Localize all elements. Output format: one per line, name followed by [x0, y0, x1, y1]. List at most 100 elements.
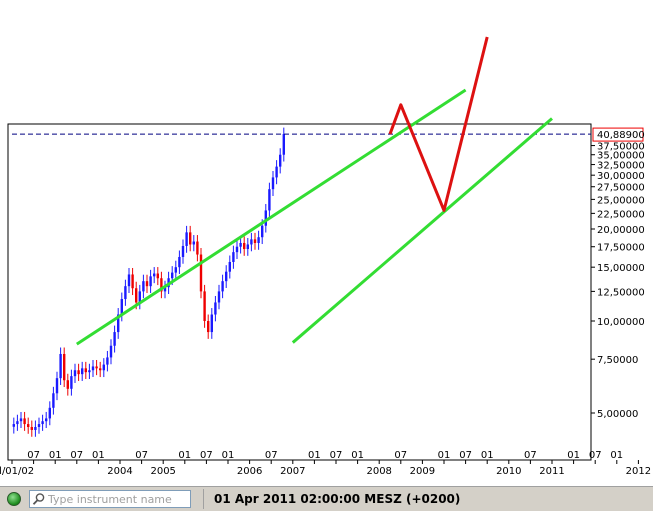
candle	[196, 235, 199, 262]
candle	[63, 347, 66, 388]
candle	[55, 371, 59, 401]
candle	[214, 295, 217, 322]
candle	[257, 230, 260, 250]
candle	[12, 417, 15, 434]
instrument-search-input[interactable]	[46, 492, 190, 506]
x-tick-label: 2004	[107, 466, 132, 477]
y-tick-label: 12,50000	[597, 287, 645, 298]
candle	[27, 417, 30, 434]
x-tick-label: 01	[222, 450, 235, 461]
price-chart[interactable]: 37,5000035,0000032,5000030,0000027,50000…	[0, 0, 653, 486]
candle	[106, 350, 109, 372]
x-tick-label: 07	[589, 450, 602, 461]
x-tick-label: 2009	[410, 466, 435, 477]
x-tick-label: 2008	[366, 466, 391, 477]
x-tick-label: 01	[610, 450, 623, 461]
x-tick-label: 2006	[237, 466, 262, 477]
status-bar: 01 Apr 2011 02:00:00 MESZ (+0200)	[0, 486, 653, 511]
x-tick-label: 07	[524, 450, 537, 461]
candle	[210, 308, 213, 339]
candle	[142, 274, 145, 299]
candle	[163, 280, 167, 299]
candle	[217, 284, 221, 310]
y-tick-label: 10,00000	[597, 317, 645, 328]
connection-status-icon[interactable]	[7, 492, 21, 506]
y-tick-label: 30,00000	[597, 171, 645, 182]
candle	[243, 236, 246, 256]
candle	[185, 225, 188, 253]
x-tick-label: 01	[49, 450, 62, 461]
candle	[181, 239, 185, 264]
candle	[178, 250, 181, 274]
y-tick-label: 7,50000	[597, 355, 638, 366]
x-tick-label: 01	[481, 450, 494, 461]
candle	[264, 203, 267, 233]
candle	[228, 255, 231, 279]
candle	[77, 363, 80, 381]
y-tick-label: 17,50000	[597, 243, 645, 254]
y-tick-label: 22,50000	[597, 209, 645, 220]
y-tick-label: 27,50000	[597, 183, 645, 194]
candle	[279, 148, 282, 174]
candle	[66, 373, 69, 396]
x-tick-label: 2007	[280, 466, 305, 477]
x-tick-label: 01	[92, 450, 105, 461]
candle	[70, 369, 73, 396]
statusbar-separator	[203, 489, 204, 509]
x-tick-label: 2012	[626, 466, 651, 477]
candle	[99, 361, 102, 378]
candle	[192, 235, 195, 252]
plot-frame	[7, 123, 592, 461]
x-tick-label: 01	[351, 450, 364, 461]
candle	[37, 417, 41, 434]
candle	[275, 160, 278, 185]
y-tick-label: 5,00000	[597, 409, 638, 420]
y-tick-label: 15,00000	[597, 263, 645, 274]
candle	[145, 274, 149, 293]
candle	[95, 359, 98, 376]
x-tick-label: 2010	[496, 466, 521, 477]
y-tick-label: 35,00000	[597, 151, 645, 162]
x-tick-label: Jul/01/02	[0, 466, 34, 477]
candle	[124, 279, 127, 306]
instrument-search[interactable]	[29, 490, 191, 508]
candle	[282, 127, 285, 162]
current-price-badge: 40,88900	[592, 127, 645, 142]
candle	[91, 359, 95, 378]
current-price-label: 40,88900	[597, 130, 645, 141]
upper-channel-line[interactable]	[75, 88, 467, 346]
candle	[203, 284, 206, 328]
candle	[81, 361, 84, 381]
candle	[253, 232, 257, 250]
candle	[109, 339, 113, 365]
candle	[153, 267, 156, 284]
x-tick-label: 01	[178, 450, 191, 461]
lower-channel-line[interactable]	[291, 117, 553, 344]
projection-line[interactable]	[388, 36, 489, 212]
candle	[199, 248, 203, 299]
candle	[113, 325, 116, 353]
candle	[23, 411, 26, 431]
x-tick-label: 07	[135, 450, 148, 461]
x-tick-label: 07	[200, 450, 213, 461]
candle	[120, 292, 123, 322]
x-tick-label: 2005	[150, 466, 175, 477]
x-tick-label: 07	[27, 450, 40, 461]
candle	[102, 358, 105, 378]
candle	[127, 267, 131, 293]
candle	[138, 284, 141, 310]
y-tick-label: 32,50000	[597, 161, 645, 172]
candle	[156, 267, 159, 286]
candle	[189, 225, 192, 252]
y-tick-label: 37,50000	[597, 142, 645, 153]
candle	[207, 314, 210, 339]
candle	[239, 236, 242, 254]
candle	[88, 363, 91, 379]
candle	[34, 420, 37, 437]
status-datetime: 01 Apr 2011 02:00:00 MESZ (+0200)	[214, 492, 461, 506]
candle	[235, 240, 239, 259]
x-tick-label: 07	[330, 450, 343, 461]
x-tick-label: 01	[308, 450, 321, 461]
x-tick-label: 2011	[539, 466, 564, 477]
search-icon	[32, 493, 45, 505]
